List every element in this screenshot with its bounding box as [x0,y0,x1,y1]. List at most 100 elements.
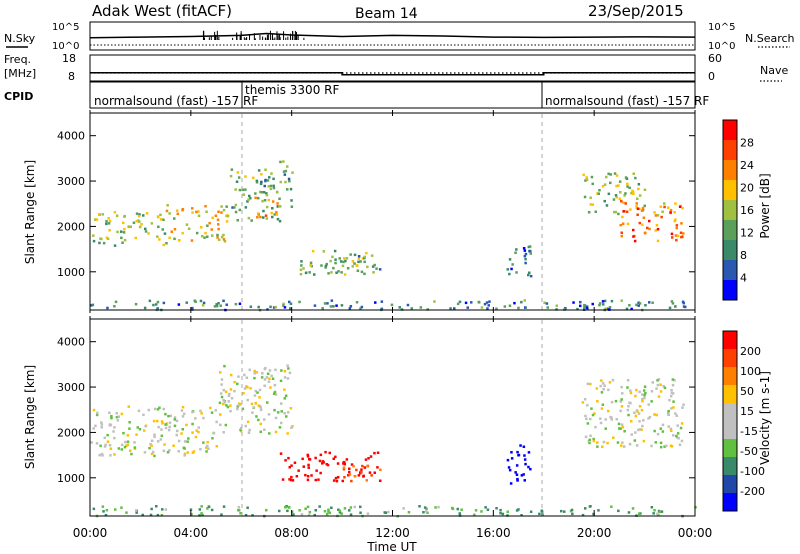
freq-line [90,72,695,76]
heatmap-cell [637,412,641,415]
heatmap-cell [488,300,491,303]
heatmap-cell [487,304,490,307]
heatmap-cell [100,421,103,424]
heatmap-cell [650,506,654,509]
heatmap-cell [343,476,346,479]
heatmap-cell [523,299,526,302]
heatmap-cell [586,404,589,407]
heatmap-cell [480,510,483,513]
heatmap-cell [631,507,635,510]
heatmap-cell [192,450,196,453]
heatmap-cell [527,273,530,277]
heatmap-cell [267,413,271,416]
heatmap-cell [325,463,328,466]
heatmap-cell [289,478,293,482]
heatmap-cell [94,424,97,428]
heatmap-cell [145,212,149,215]
heatmap-cell [663,445,666,448]
heatmap-cell [225,404,228,407]
heatmap-cell [357,257,361,260]
heatmap-cell [300,264,303,267]
freq-panel: Freq. [MHz] 18 8 60 0 Nave [4,52,788,83]
heatmap-cell [113,453,116,456]
colorbar-segment [723,421,737,439]
heatmap-cell [106,440,110,443]
heatmap-cell [596,441,599,444]
heatmap-cell [255,181,259,184]
colorbar-tick-label: 20 [740,182,754,195]
heatmap-cell [307,513,311,517]
heatmap-cell [92,507,96,511]
heatmap-cell [108,444,112,447]
heatmap-cell [603,183,607,186]
heatmap-cell [263,199,267,202]
heatmap-cell [197,214,201,218]
heatmap-cell [615,196,618,199]
heatmap-cell [191,410,194,414]
heatmap-cell [456,302,460,306]
heatmap-cell [162,243,165,247]
colorbar-segment [723,457,737,475]
heatmap-cell [357,255,361,258]
freq-right-tick-bottom: 0 [708,70,715,83]
heatmap-cell [104,443,107,447]
heatmap-cell [359,505,362,509]
heatmap-cell [236,405,239,408]
heatmap-cell [318,505,321,508]
heatmap-cell [259,182,263,186]
heatmap-cell [667,409,670,413]
heatmap-cell [271,377,275,380]
heatmap-cell [247,431,251,434]
heatmap-cell [374,301,377,304]
heatmap-cell [657,395,661,398]
colorbar-tick-label: 4 [740,272,747,285]
heatmap-cell [173,237,176,241]
heatmap-cell [619,427,622,430]
heatmap-cell [464,301,468,305]
heatmap-cell [176,212,179,216]
heatmap-cell [576,307,579,311]
heatmap-cell [671,392,675,395]
colorbar-segment [723,403,737,421]
heatmap-cell [581,401,585,404]
heatmap-cell [641,397,644,401]
heatmap-cell [152,419,156,423]
heatmap-cell [276,202,279,205]
heatmap-cell [175,419,179,423]
colorbar-segment [723,180,737,200]
heatmap-cell [248,368,251,372]
heatmap-cell [246,200,249,203]
heatmap-cell [328,511,332,515]
heatmap-cell [227,400,230,403]
heatmap-cell [229,404,232,407]
heatmap-cell [225,205,228,208]
heatmap-cell [656,228,660,231]
heatmap-cell [108,219,112,223]
heatmap-cell [288,371,292,375]
heatmap-cell [368,471,372,474]
heatmap-cell [239,426,243,430]
heatmap-cell [333,249,337,253]
heatmap-cell [614,194,618,197]
heatmap-cell [103,445,107,448]
heatmap-cell [579,304,582,308]
heatmap-cell [125,511,128,514]
heatmap-cell [202,441,205,444]
heatmap-cell [270,172,273,175]
heatmap-cell [495,507,498,510]
heatmap-cell [633,439,637,442]
heatmap-cell [116,230,119,234]
heatmap-cell [654,441,657,444]
heatmap-cell [217,210,220,213]
heatmap-cell [156,408,160,411]
heatmap-cell [668,398,671,402]
heatmap-cell [366,512,370,515]
heatmap-cell [320,264,323,267]
heatmap-cell [168,212,171,215]
heatmap-cell [219,304,222,307]
heatmap-cell [197,430,200,434]
heatmap-cell [673,379,676,382]
heatmap-cell [283,173,287,176]
heatmap-cell [217,302,220,305]
power-yticks: 4000 3000 2000 1000 [57,130,695,279]
